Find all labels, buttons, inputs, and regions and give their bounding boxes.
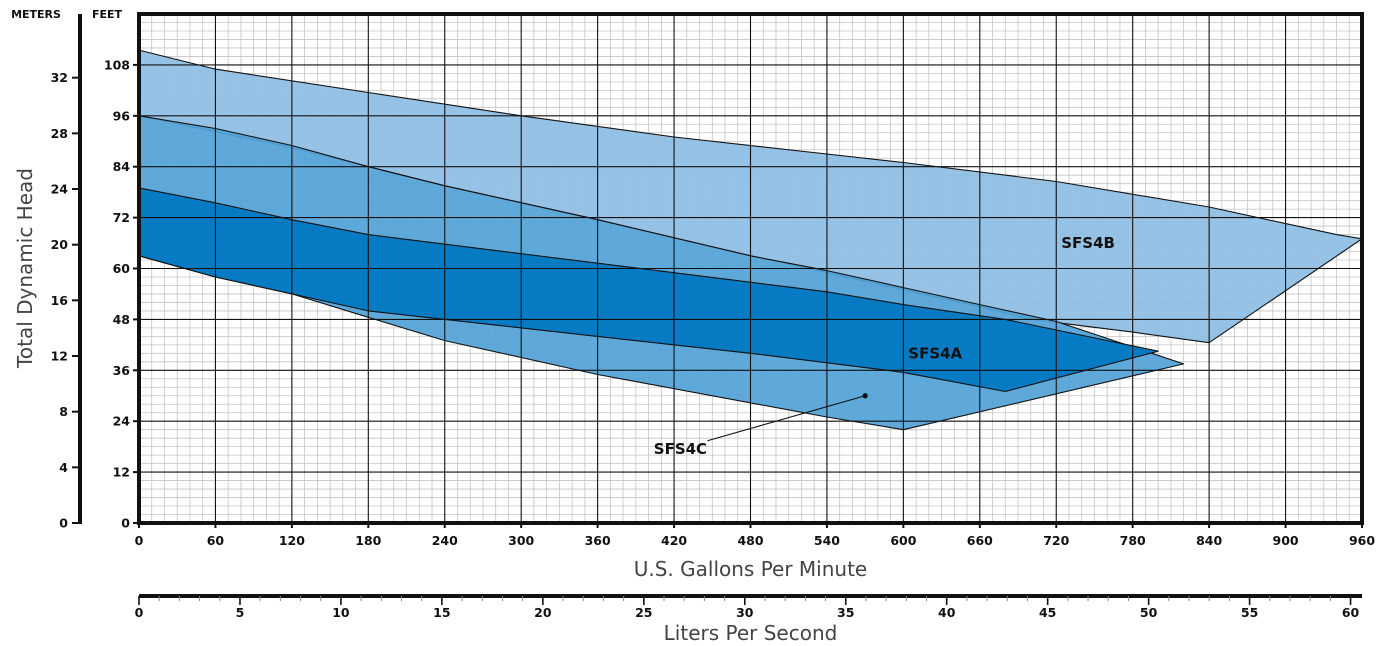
gpm-tick-label: 240 bbox=[432, 533, 458, 548]
feet-tick-label: 96 bbox=[113, 108, 131, 123]
feet-tick-label: 60 bbox=[113, 261, 131, 276]
label-sfs4b: SFS4B bbox=[1061, 234, 1115, 252]
meters-tick-label: 28 bbox=[51, 126, 68, 141]
feet-unit-label: FEET bbox=[92, 8, 123, 21]
feet-tick-label: 24 bbox=[113, 414, 131, 429]
lps-tick-label: 45 bbox=[1039, 605, 1056, 620]
lps-tick-label: 55 bbox=[1241, 605, 1258, 620]
major-grid bbox=[139, 14, 1363, 523]
feet-tick-label: 108 bbox=[104, 57, 130, 72]
gpm-tick-label: 360 bbox=[585, 533, 611, 548]
region-labels: SFS4B SFS4A SFS4C bbox=[654, 234, 1115, 458]
sfs4c-pointer-dot bbox=[862, 393, 868, 399]
gpm-tick-label: 0 bbox=[135, 533, 144, 548]
gpm-tick-label: 960 bbox=[1349, 533, 1375, 548]
gpm-tick-label: 420 bbox=[661, 533, 687, 548]
gpm-tick-label: 720 bbox=[1043, 533, 1069, 548]
label-sfs4a: SFS4A bbox=[908, 344, 962, 362]
gpm-tick-label: 780 bbox=[1120, 533, 1146, 548]
gpm-tick-label: 300 bbox=[508, 533, 534, 548]
lps-tick-label: 0 bbox=[135, 605, 144, 620]
meters-tick-label: 8 bbox=[59, 404, 68, 419]
feet-tick-label: 12 bbox=[113, 465, 130, 480]
gpm-tick-label: 900 bbox=[1273, 533, 1299, 548]
gpm-tick-label: 480 bbox=[737, 533, 763, 548]
lps-axis: 0 5 10 15 20 25 30 35 40 45 50 55 60 bbox=[135, 594, 1362, 620]
meters-axis: 0 4 8 12 16 20 24 28 32 bbox=[51, 14, 82, 531]
meters-tick-label: 0 bbox=[59, 516, 68, 531]
lps-tick-label: 35 bbox=[837, 605, 854, 620]
lps-tick-label: 10 bbox=[332, 605, 350, 620]
feet-tick-label: 84 bbox=[113, 159, 131, 174]
feet-tick-label: 48 bbox=[113, 312, 130, 327]
gpm-tick-label: 540 bbox=[814, 533, 840, 548]
gpm-tick-label: 120 bbox=[279, 533, 305, 548]
feet-axis-ticks: 0 12 24 36 48 60 72 84 96 108 bbox=[104, 57, 139, 531]
gpm-tick-label: 600 bbox=[890, 533, 916, 548]
lps-tick-label: 40 bbox=[938, 605, 956, 620]
meters-tick-label: 16 bbox=[51, 293, 69, 308]
y-axis-title: Total Dynamic Head bbox=[13, 168, 37, 369]
lps-tick-label: 30 bbox=[736, 605, 754, 620]
label-sfs4c: SFS4C bbox=[654, 440, 707, 458]
gpm-tick-label: 180 bbox=[355, 533, 381, 548]
gpm-tick-label: 840 bbox=[1196, 533, 1222, 548]
lps-tick-label: 20 bbox=[534, 605, 552, 620]
gpm-tick-label: 660 bbox=[967, 533, 993, 548]
meters-tick-label: 4 bbox=[59, 460, 68, 475]
feet-tick-label: 0 bbox=[121, 516, 130, 531]
meters-unit-label: METERS bbox=[11, 8, 61, 21]
lps-tick-label: 50 bbox=[1140, 605, 1158, 620]
meters-tick-label: 32 bbox=[51, 70, 68, 85]
feet-tick-label: 72 bbox=[113, 210, 130, 225]
meters-tick-label: 20 bbox=[51, 237, 69, 252]
lps-tick-label: 60 bbox=[1342, 605, 1360, 620]
meters-tick-label: 24 bbox=[51, 182, 69, 197]
lps-tick-label: 5 bbox=[236, 605, 245, 620]
gpm-tick-label: 60 bbox=[207, 533, 225, 548]
sfs4c-pointer-line bbox=[707, 395, 866, 442]
x-axis-title: U.S. Gallons Per Minute bbox=[634, 557, 868, 581]
lps-tick-label: 15 bbox=[433, 605, 450, 620]
lps-tick-label: 25 bbox=[635, 605, 652, 620]
feet-tick-label: 36 bbox=[113, 363, 131, 378]
gpm-axis-ticks: 0 60 120 180 240 300 360 420 480 540 600 660 720 780 8… bbox=[135, 523, 1375, 548]
secondary-x-axis-title: Liters Per Second bbox=[664, 621, 838, 645]
meters-tick-label: 12 bbox=[51, 349, 68, 364]
